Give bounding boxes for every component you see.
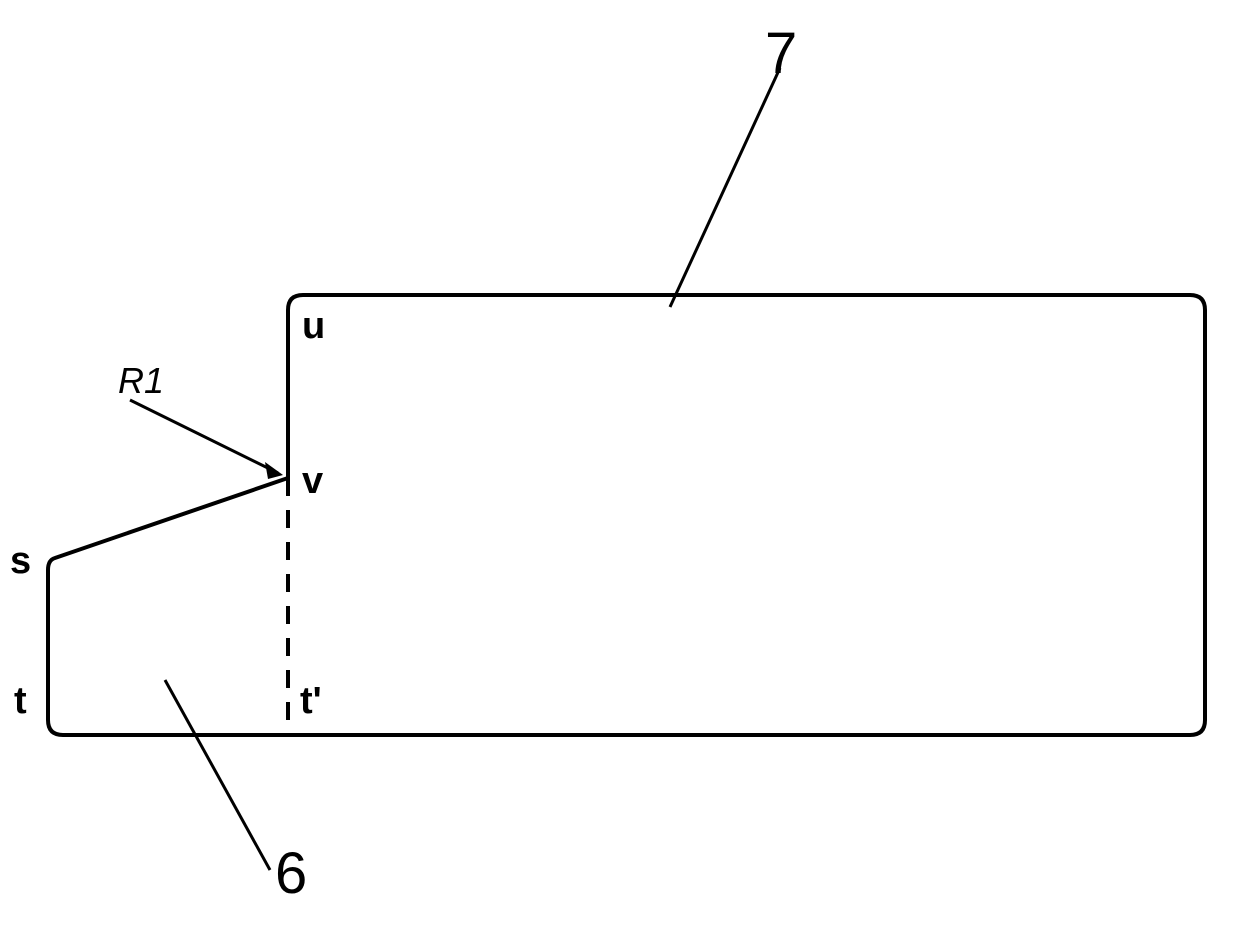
leader-line-6 [165, 680, 270, 870]
leader-line-7 [670, 68, 780, 307]
label-t: t [14, 680, 27, 723]
diagram-svg [0, 0, 1240, 936]
label-u: u [302, 305, 325, 348]
label-7: 7 [765, 20, 797, 87]
label-t-prime: t' [300, 680, 322, 723]
main-shape-outline [48, 295, 1205, 735]
label-v: v [302, 460, 323, 503]
technical-diagram: 7 6 u v s t t' R1 [0, 0, 1240, 936]
label-6: 6 [275, 840, 307, 907]
label-s: s [10, 540, 31, 583]
label-r1: R1 [118, 360, 164, 402]
r1-arrow-line [130, 400, 278, 473]
r1-arrowhead [265, 462, 283, 479]
